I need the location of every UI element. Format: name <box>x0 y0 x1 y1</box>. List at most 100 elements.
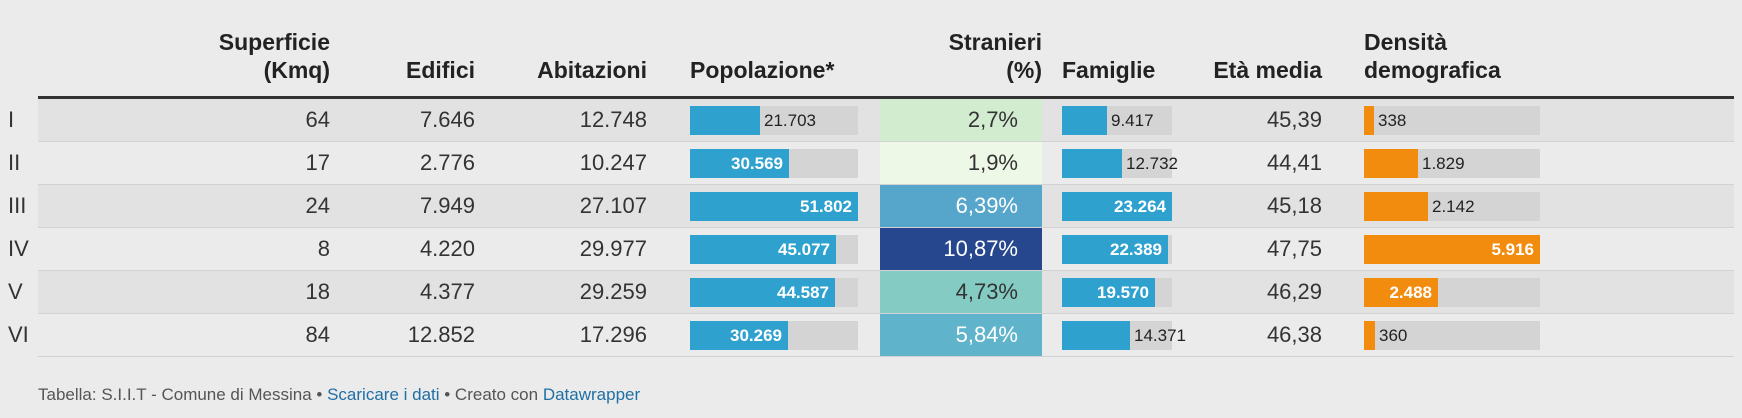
bar-track-popolazione: 21.703 <box>690 106 858 135</box>
bar-track-densita: 5.916 <box>1364 235 1540 264</box>
footer-created-with: • Creato con <box>439 385 543 404</box>
download-data-link[interactable]: Scaricare i dati <box>327 385 440 404</box>
bar-popolazione <box>690 278 835 307</box>
header-eta-line: Età media <box>1213 57 1322 83</box>
header-popolazione-line: Popolazione* <box>690 57 835 83</box>
header-superficie-line: (Kmq) <box>263 57 330 83</box>
cell-label: IV <box>8 236 29 261</box>
table-row: IV 8 4.220 29.977 47,75 45.077 22.389 5.916 10,8… <box>8 228 1734 271</box>
bar-label-famiglie: 23.264 <box>1114 197 1166 216</box>
header-stranieri-line: Stranieri <box>948 29 1042 55</box>
bar-famiglie <box>1062 278 1155 307</box>
table-row: II 17 2.776 10.247 44,41 30.569 12.732 1.829 1,9… <box>8 142 1734 185</box>
bar-track-famiglie: 22.389 <box>1062 235 1172 264</box>
cell-edifici: 4.377 <box>419 279 475 304</box>
heat-cell-stranieri: 1,9% <box>880 142 1042 184</box>
footer: Tabella: S.I.I.T - Comune di Messina • S… <box>38 385 640 405</box>
bar-track-popolazione: 30.269 <box>690 321 858 350</box>
bar-track-popolazione: 30.569 <box>690 149 858 178</box>
bar-track-famiglie: 23.264 <box>1062 192 1172 221</box>
bar-popolazione <box>690 235 836 264</box>
table-row: I 64 7.646 12.748 45,39 21.703 9.417 338 2,7% <box>8 99 1734 142</box>
bar-track-famiglie: 19.570 <box>1062 278 1172 307</box>
bar-label-densita: 2.142 <box>1432 197 1475 216</box>
bar-label-popolazione: 21.703 <box>764 111 816 130</box>
bar-track-popolazione: 45.077 <box>690 235 858 264</box>
cell-superficie: 64 <box>305 107 330 132</box>
bar-label-popolazione: 45.077 <box>778 240 830 259</box>
bar-label-densita: 338 <box>1378 111 1407 130</box>
cell-edifici: 2.776 <box>419 150 475 175</box>
bar-label-densita: 5.916 <box>1491 240 1534 259</box>
header-superficie-line: Superficie <box>218 29 330 55</box>
bar-label-densita: 2.488 <box>1389 283 1432 302</box>
header-superficie: Superficie (Kmq) <box>150 28 330 84</box>
header-eta: Età media <box>1180 56 1322 84</box>
table-row: V 18 4.377 29.259 46,29 44.587 19.570 2.488 4,73… <box>8 271 1734 314</box>
header-stranieri: Stranieri (%) <box>880 28 1042 84</box>
bar-famiglie <box>1062 192 1172 221</box>
bar-track-densita: 2.488 <box>1364 278 1540 307</box>
bar-densita <box>1364 192 1428 221</box>
cell-abitazioni: 29.259 <box>579 279 647 304</box>
cell-label: V <box>8 279 23 304</box>
bar-track-famiglie: 14.371 <box>1062 321 1186 350</box>
bar-famiglie <box>1062 235 1168 264</box>
bar-label-famiglie: 12.732 <box>1126 154 1178 173</box>
cell-edifici: 7.646 <box>419 107 475 132</box>
cell-edifici: 4.220 <box>419 236 475 261</box>
cell-label: II <box>8 150 21 175</box>
bar-label-densita: 1.829 <box>1422 154 1465 173</box>
cell-label: III <box>8 193 27 218</box>
data-table: Superficie (Kmq) Edifici Abitazioni Popolazi… <box>8 0 1734 357</box>
heat-cell-stranieri: 4,73% <box>880 271 1042 313</box>
bar-label-popolazione: 51.802 <box>800 197 852 216</box>
heat-cell-stranieri: 2,7% <box>880 99 1042 141</box>
cell-superficie: 17 <box>305 150 330 175</box>
bar-track-densita: 360 <box>1364 321 1540 350</box>
cell-edifici: 7.949 <box>419 193 475 218</box>
bar-track-densita: 1.829 <box>1364 149 1540 178</box>
cell-eta: 45,18 <box>1266 193 1322 218</box>
cell-eta: 44,41 <box>1266 150 1322 175</box>
bar-track-popolazione: 51.802 <box>690 192 858 221</box>
cell-label: I <box>8 107 15 132</box>
bar-densita <box>1364 321 1375 350</box>
cell-edifici: 12.852 <box>407 322 475 347</box>
bar-famiglie <box>1062 106 1107 135</box>
bar-track-densita: 338 <box>1364 106 1540 135</box>
cell-eta: 45,39 <box>1266 107 1322 132</box>
bar-track-famiglie: 12.732 <box>1062 149 1178 178</box>
bar-popolazione <box>690 192 858 221</box>
header-densita: Densità demografica <box>1364 28 1540 84</box>
bar-label-famiglie: 9.417 <box>1111 111 1154 130</box>
bar-popolazione <box>690 321 788 350</box>
bar-label-famiglie: 19.570 <box>1097 283 1149 302</box>
bar-label-popolazione: 44.587 <box>777 283 829 302</box>
header-edifici-line: Edifici <box>405 57 475 83</box>
cell-superficie: 24 <box>305 193 330 218</box>
cell-abitazioni: 12.748 <box>579 107 647 132</box>
bar-densita <box>1364 278 1438 307</box>
cell-abitazioni: 17.296 <box>579 322 647 347</box>
header-edifici: Edifici <box>330 56 475 84</box>
bar-track-famiglie: 9.417 <box>1062 106 1172 135</box>
header-stranieri-line: (%) <box>1006 57 1042 83</box>
cell-superficie: 84 <box>305 322 330 347</box>
bar-famiglie <box>1062 321 1130 350</box>
heat-cell-stranieri: 5,84% <box>880 314 1042 356</box>
cell-abitazioni: 29.977 <box>579 236 647 261</box>
bar-label-popolazione: 30.569 <box>731 154 783 173</box>
bar-label-popolazione: 30.269 <box>730 326 782 345</box>
bar-label-famiglie: 14.371 <box>1134 326 1186 345</box>
header-famiglie-line: Famiglie <box>1062 57 1156 83</box>
heat-cell-stranieri: 6,39% <box>880 185 1042 227</box>
header-densita-line: demografica <box>1364 57 1501 83</box>
table-row: VI 84 12.852 17.296 46,38 30.269 14.371 360 5,84… <box>8 314 1734 357</box>
table-row: III 24 7.949 27.107 45,18 51.802 23.264 2.142 6,… <box>8 185 1734 228</box>
datawrapper-link[interactable]: Datawrapper <box>542 385 641 404</box>
cell-eta: 46,38 <box>1266 322 1322 347</box>
cell-eta: 47,75 <box>1266 236 1322 261</box>
cell-superficie: 8 <box>317 236 330 261</box>
header-famiglie: Famiglie <box>1062 56 1172 84</box>
